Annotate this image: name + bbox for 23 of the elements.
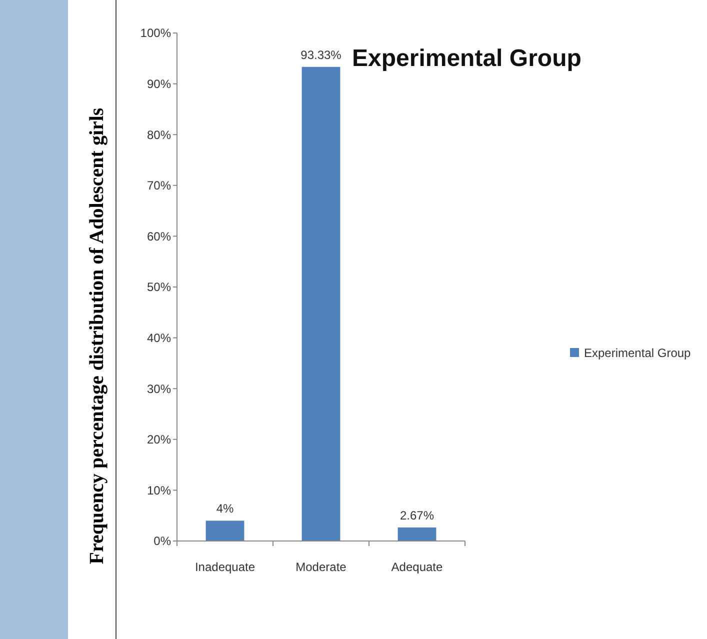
x-tick-label: Moderate: [296, 560, 347, 574]
y-tick-label: 20%: [146, 432, 172, 447]
y-tick-label: 90%: [146, 77, 172, 91]
bar: [302, 66, 340, 541]
y-tick-label: 100%: [140, 26, 172, 40]
y-tick-label: 10%: [146, 483, 172, 498]
y-tick-label: 60%: [146, 229, 172, 244]
y-tick-label: 50%: [146, 280, 172, 294]
data-label: 4%: [216, 502, 234, 516]
y-tick-label: 80%: [146, 128, 172, 142]
y-tick-label: 30%: [146, 382, 172, 396]
text: Experimental Group: [352, 45, 582, 72]
data-label: 2.67%: [400, 508, 434, 522]
data-label: 93.33%: [300, 48, 342, 62]
bar: [398, 527, 436, 541]
x-tick-label: Inadequate: [194, 560, 256, 574]
legend-label: Experimental Group: [584, 346, 692, 360]
bar: [206, 520, 244, 541]
y-tick-label: 0%: [154, 534, 172, 548]
y-tick-label: 40%: [146, 331, 172, 345]
y-axis-title: Frequency percentage distribution of Adolescent girls: [86, 108, 108, 564]
x-tick-label: Adequate: [391, 560, 444, 574]
y-tick-label: 70%: [146, 178, 172, 193]
